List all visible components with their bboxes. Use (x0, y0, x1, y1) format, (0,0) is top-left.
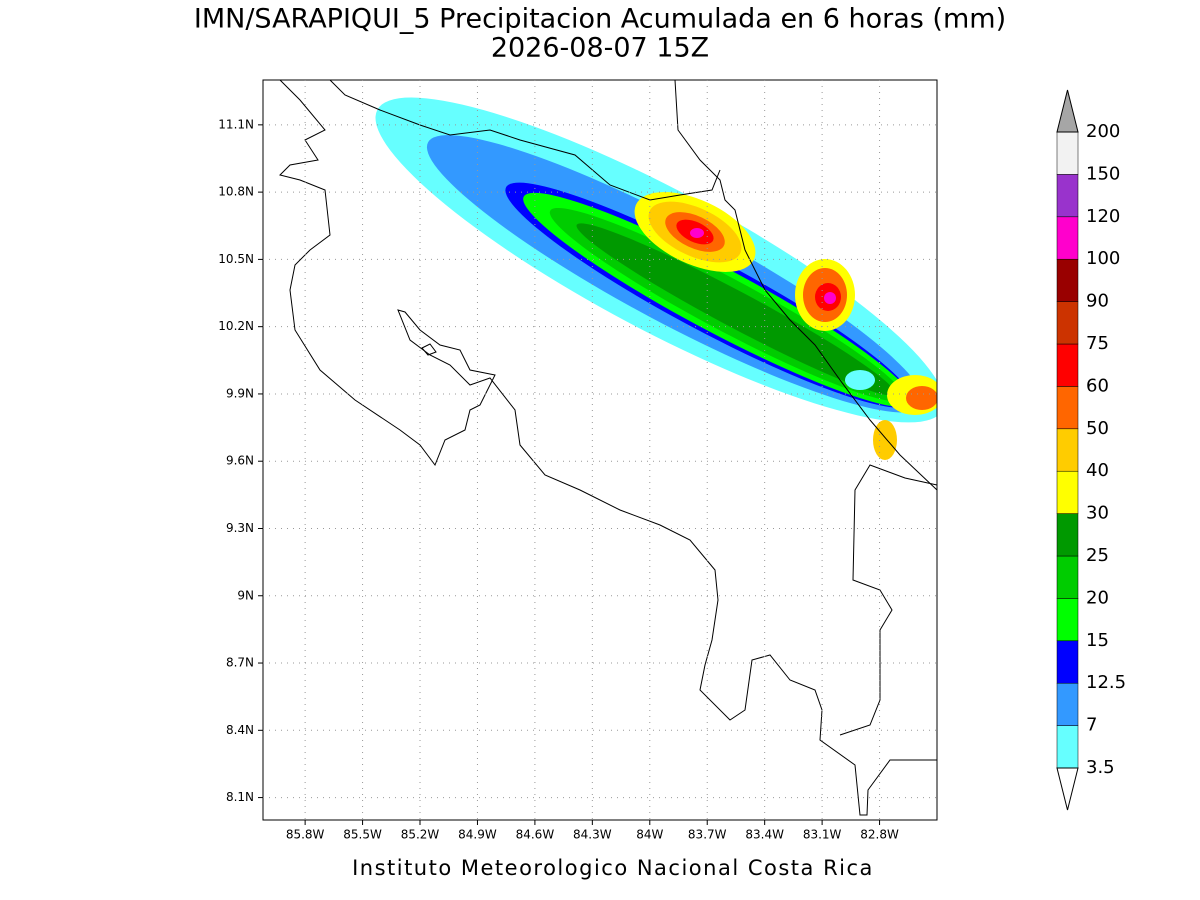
precipitation-field (375, 97, 937, 460)
y-tick-label: 10.2N (218, 319, 254, 333)
colorbar-swatch (1056, 598, 1079, 642)
colorbar-under (1056, 767, 1079, 811)
colorbar-label: 3.5 (1086, 757, 1115, 778)
x-tick-label: 85.5W (343, 828, 382, 842)
x-tick-label: 85.8W (286, 828, 325, 842)
colorbar-label: 120 (1086, 206, 1120, 227)
x-tick-label: 84.3W (573, 828, 612, 842)
y-tick-label: 9N (237, 588, 254, 602)
colorbar-swatch (1056, 470, 1079, 514)
colorbar-swatch (1056, 131, 1079, 175)
colorbar-label: 25 (1086, 545, 1109, 566)
colorbar-label: 200 (1086, 121, 1120, 142)
x-tick-label: 85.2W (401, 828, 440, 842)
colorbar-label: 100 (1086, 248, 1120, 269)
colorbar-swatch (1056, 725, 1079, 769)
title: IMN/SARAPIQUI_5 Precipitacion Acumulada … (194, 4, 1006, 35)
colorbar-label: 40 (1086, 460, 1109, 481)
colorbar-swatch (1056, 216, 1079, 260)
colorbar-label: 75 (1086, 333, 1109, 354)
y-tick-label: 8.7N (226, 656, 254, 670)
x-tick-label: 84.6W (516, 828, 555, 842)
colorbar-label: 150 (1086, 163, 1120, 184)
y-tick-label: 9.6N (226, 454, 254, 468)
y-tick-label: 10.5N (218, 252, 254, 266)
x-tick-label: 82.8W (860, 828, 899, 842)
colorbar-swatch (1056, 640, 1079, 684)
map-frame (262, 79, 938, 821)
colorbar-over (1056, 89, 1079, 133)
x-tick-label: 84.9W (458, 828, 497, 842)
colorbar-label: 20 (1086, 587, 1109, 608)
y-tick-label: 10.8N (218, 185, 254, 199)
colorbar-swatch (1056, 301, 1079, 345)
colorbar-label: 60 (1086, 375, 1109, 396)
colorbar-label: 7 (1086, 715, 1097, 736)
colorbar-label: 50 (1086, 418, 1109, 439)
x-tick-label: 84W (636, 828, 663, 842)
colorbar-swatch (1056, 555, 1079, 599)
y-tick-label: 8.4N (226, 723, 254, 737)
colorbar-label: 15 (1086, 630, 1109, 651)
x-tick-label: 83.1W (803, 828, 842, 842)
colorbar-swatch (1056, 513, 1079, 557)
subtitle: 2026-08-07 15Z (491, 33, 709, 64)
y-tick-label: 11.1N (218, 117, 254, 131)
colorbar-swatch (1056, 428, 1079, 472)
y-tick-label: 9.9N (226, 386, 254, 400)
colorbar-swatch (1056, 258, 1079, 302)
colorbar-label: 30 (1086, 503, 1109, 524)
colorbar-swatch (1056, 174, 1079, 218)
y-tick-label: 9.3N (226, 521, 254, 535)
colorbar-label: 90 (1086, 291, 1109, 312)
colorbar-swatch (1056, 386, 1079, 430)
x-tick-label: 83.4W (745, 828, 784, 842)
x-tick-label: 83.7W (688, 828, 727, 842)
colorbar-swatch (1056, 343, 1079, 387)
footer: Instituto Meteorologico Nacional Costa R… (352, 856, 874, 880)
colorbar-label: 12.5 (1086, 672, 1126, 693)
colorbar-swatch (1056, 682, 1079, 726)
y-tick-label: 8.1N (226, 790, 254, 804)
